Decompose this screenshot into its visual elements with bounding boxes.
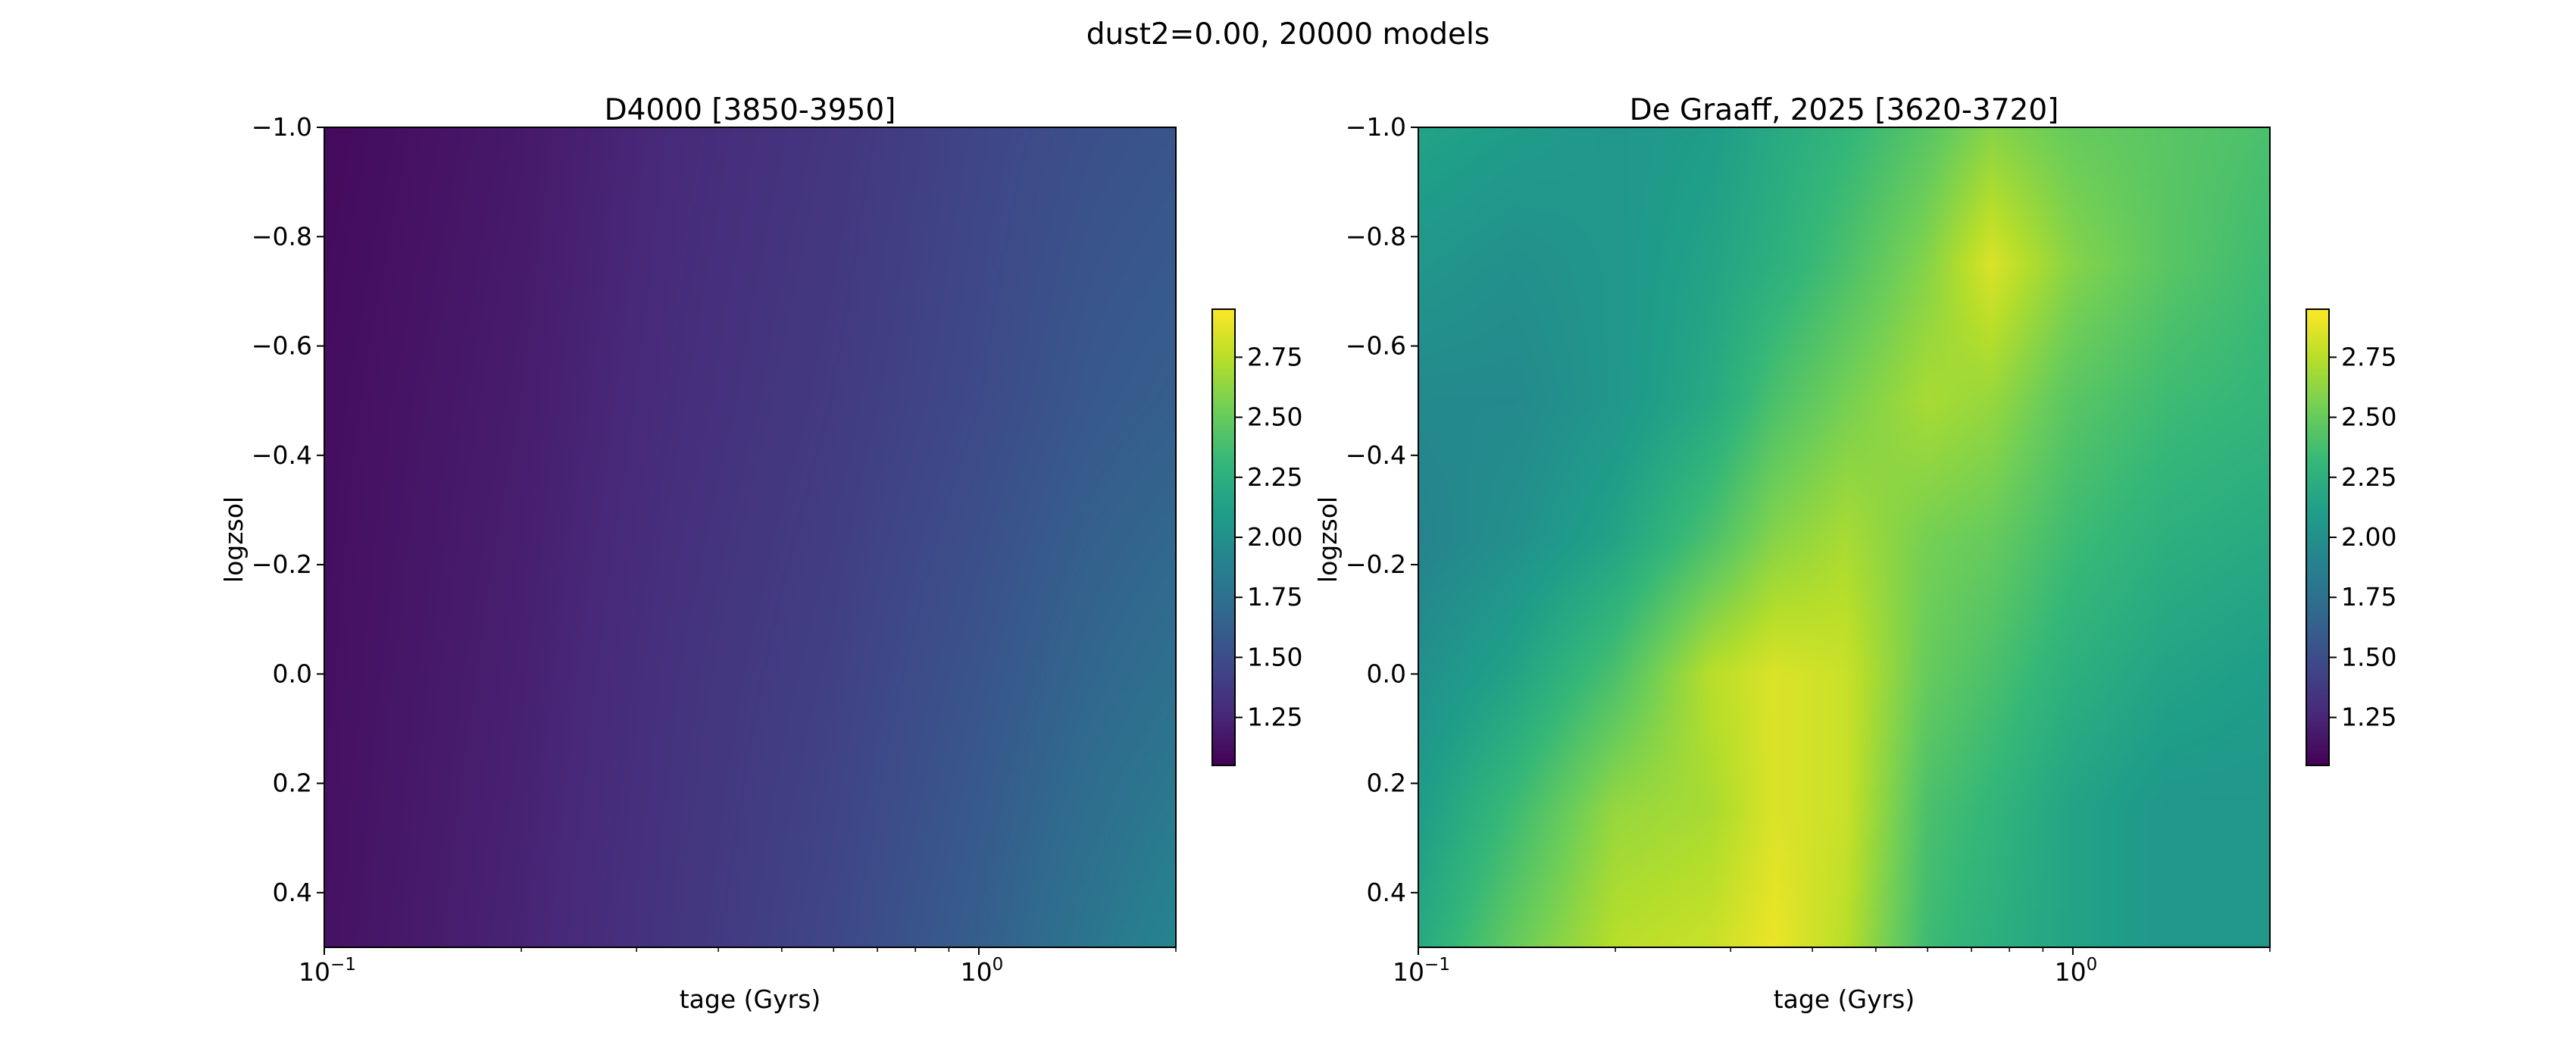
x-tick-label: 10−1 [1393, 955, 1450, 987]
y-tick-label: −0.8 [252, 221, 312, 251]
y-tick-label: −0.2 [1346, 549, 1406, 579]
x-tick-label: 100 [2055, 955, 2098, 987]
x-tick-exponent: 0 [2087, 955, 2098, 975]
y-tick-label: −0.6 [1346, 331, 1406, 361]
colorbar-tick-label: 2.25 [2341, 462, 2396, 492]
colorbar-gradient [1211, 308, 1236, 766]
colorbar-tick-label: 2.75 [2341, 342, 2396, 371]
y-tick-label: −1.0 [252, 112, 312, 142]
colorbar-tick-label: 1.75 [1247, 582, 1302, 612]
y-tick-label: 0.0 [1367, 659, 1406, 688]
x-tick-base: 10 [2055, 957, 2087, 987]
y-tick-label: −0.6 [252, 331, 312, 361]
x-tick-label: 10−1 [299, 955, 356, 987]
y-tick-label: 0.0 [273, 659, 312, 688]
y-axis-label: logzsol [219, 496, 249, 583]
x-tick-base: 10 [961, 957, 993, 987]
x-axis-label: tage (Gyrs) [680, 984, 821, 1014]
heatmap-panel-de-graaff: De Graaff, 2025 [3620-3720] −1.0 −0.8 −0.6… [1313, 93, 2396, 1014]
colorbar-tick-label: 1.75 [2341, 582, 2396, 612]
x-tick-exponent: 0 [993, 955, 1004, 975]
colorbar-tick-label: 1.25 [1247, 703, 1302, 732]
colorbar-tick-label: 2.75 [1247, 342, 1302, 371]
y-tick-label: −0.8 [1346, 221, 1406, 251]
figure-title: dust2=0.00, 20000 models [1086, 17, 1490, 52]
x-tick-base: 10 [299, 957, 330, 987]
heatmap-image [1418, 127, 2270, 947]
y-tick-label: 0.2 [273, 768, 312, 798]
y-tick-label: 0.4 [1367, 878, 1406, 907]
colorbar-gradient [2306, 308, 2330, 766]
x-axis-label: tage (Gyrs) [1774, 984, 1915, 1014]
heatmap-panel-d4000: D4000 [3850-3950] −1.0 −0.8 −0.6 −0.4 −0.2 0.… [219, 93, 1302, 1014]
panel-title: De Graaff, 2025 [3620-3720] [1630, 93, 2059, 127]
colorbar-tick-label: 2.25 [1247, 462, 1302, 492]
colorbar-tick-label: 2.50 [1247, 402, 1302, 432]
y-tick-label: 0.4 [273, 878, 312, 907]
colorbar-tick-label: 1.50 [2341, 642, 2396, 671]
plot-frame [324, 127, 1177, 948]
panel-title: D4000 [3850-3950] [605, 93, 896, 127]
colorbar: 1.25 1.50 1.75 2.00 2.25 2.50 2.75 [1211, 308, 1302, 766]
x-tick-base: 10 [1393, 957, 1424, 987]
colorbar-tick-label: 2.00 [2341, 522, 2396, 552]
colorbar-tick-label: 2.00 [1247, 522, 1302, 552]
plot-frame [1418, 127, 2271, 948]
x-tick-exponent: −1 [1424, 955, 1450, 975]
colorbar-tick-label: 1.25 [2341, 703, 2396, 732]
colorbar-tick-label: 1.50 [1247, 642, 1302, 671]
heatmap-image [324, 127, 1176, 947]
y-tick-label: −0.2 [252, 549, 312, 579]
y-axis-label: logzsol [1313, 496, 1343, 583]
x-tick-exponent: −1 [330, 955, 356, 975]
x-tick-label: 100 [961, 955, 1004, 987]
y-tick-label: 0.2 [1367, 768, 1406, 798]
y-tick-label: −0.4 [1346, 440, 1406, 470]
colorbar: 1.25 1.50 1.75 2.00 2.25 2.50 2.75 [2306, 308, 2396, 766]
colorbar-tick-label: 2.50 [2341, 402, 2396, 432]
y-tick-label: −1.0 [1346, 112, 1406, 142]
y-tick-label: −0.4 [252, 440, 312, 470]
